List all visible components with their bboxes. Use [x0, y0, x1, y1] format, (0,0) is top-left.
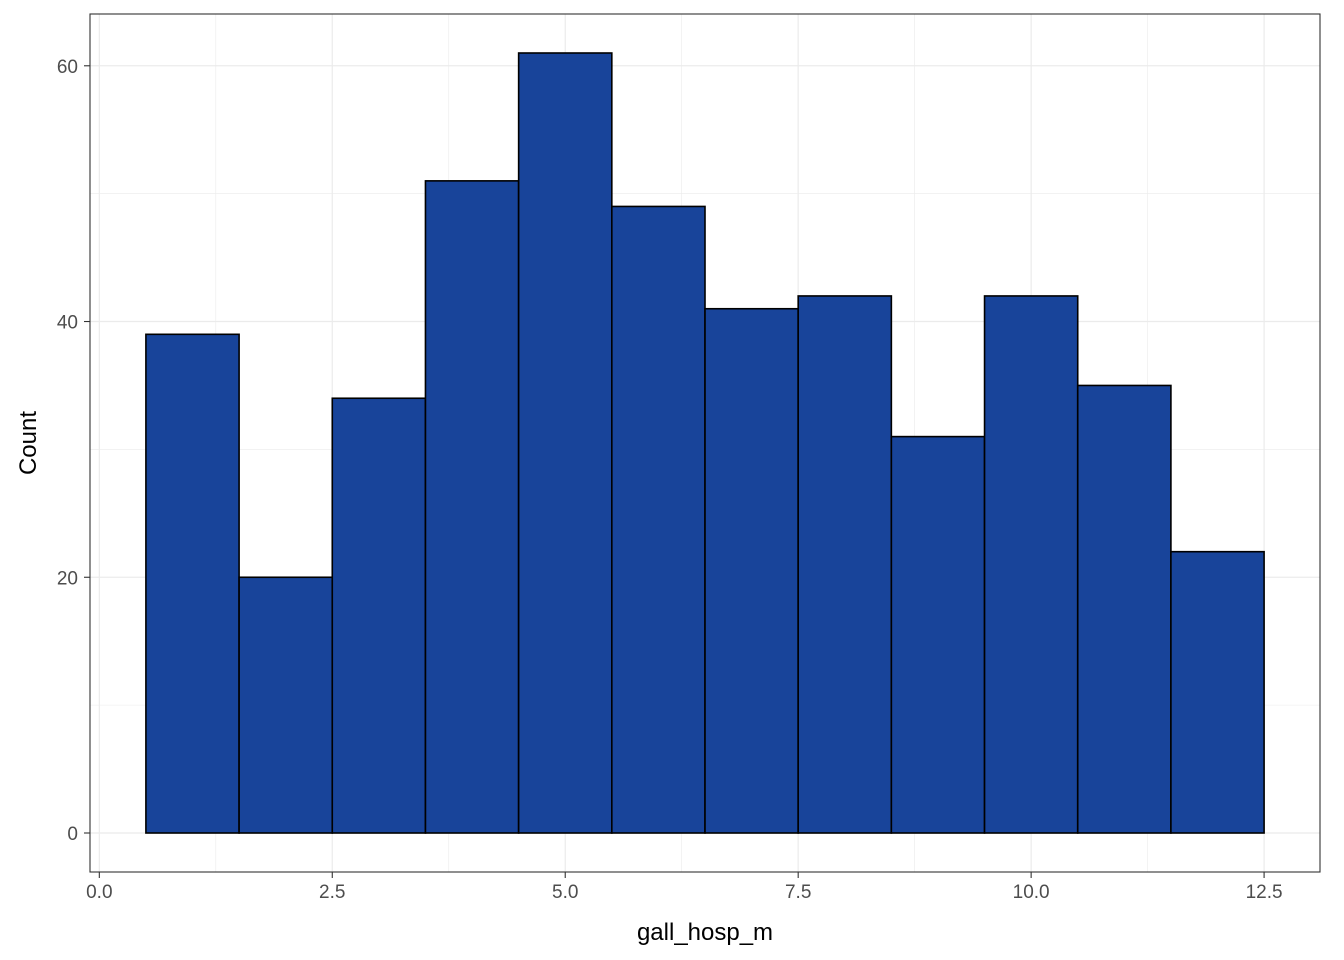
histogram-bar [1076, 384, 1172, 834]
y-tick-label: 40 [57, 313, 78, 334]
histogram-bar [331, 397, 427, 834]
y-tick-label: 0 [67, 824, 78, 845]
histogram-bar [145, 333, 240, 834]
x-tick-label: 5.0 [552, 882, 578, 903]
histogram-bar [611, 205, 706, 834]
histogram-bar [424, 180, 520, 834]
x-tick-label: 12.5 [1246, 882, 1283, 903]
x-tick-label: 7.5 [785, 882, 811, 903]
histogram-bar [1170, 550, 1265, 834]
y-tick-label: 60 [57, 57, 78, 78]
x-axis-title: gall_hosp_m [637, 919, 773, 946]
histogram-bar [890, 435, 986, 834]
histogram-bars [145, 52, 1265, 834]
x-tick-label: 2.5 [319, 882, 345, 903]
x-axis: 0.0 2.5 5.0 7.5 10.0 12.5 [86, 872, 1283, 903]
x-tick-label: 0.0 [86, 882, 112, 903]
histogram-bar [797, 295, 893, 834]
y-axis: 0 20 40 60 [57, 57, 90, 845]
histogram-bar [238, 576, 334, 834]
histogram-bar [704, 307, 799, 834]
y-tick-label: 20 [57, 568, 78, 589]
histogram-bar [983, 295, 1079, 834]
histogram-bar [517, 52, 613, 834]
y-axis-title: Count [15, 411, 42, 475]
panel-border [89, 13, 1321, 873]
x-tick-label: 10.0 [1013, 882, 1050, 903]
